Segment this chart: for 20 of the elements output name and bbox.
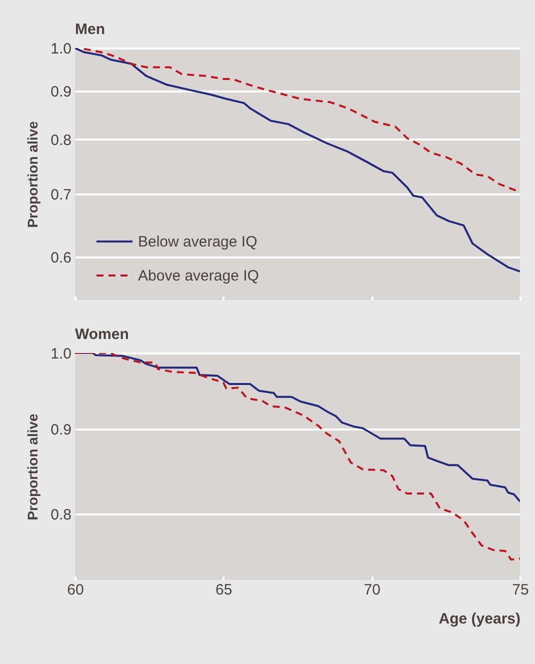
x-tick-label: 65 [215, 582, 232, 598]
x-tick-label: 75 [512, 582, 529, 598]
x-tick-label: 70 [364, 582, 381, 598]
y-tick-label: 1.0 [50, 346, 72, 362]
y-tick-label: 0.7 [50, 186, 72, 204]
chart-title: Men [75, 21, 105, 38]
x-axis-title: Age (years) [438, 610, 521, 628]
y-tick-label: 0.6 [50, 249, 72, 266]
y-tick-label: 0.9 [50, 421, 72, 438]
y-tick-label: 0.9 [50, 84, 72, 101]
chart-title: Women [75, 326, 129, 343]
x-tick-label: 60 [67, 582, 84, 598]
y-axis-title: Proportion alive [24, 121, 41, 228]
y-tick-label: 0.8 [50, 506, 72, 524]
line-series [75, 353, 520, 561]
y-tick-label: 0.8 [50, 132, 72, 149]
legend-label: Above average IQ [138, 268, 259, 284]
y-tick-label: 1.0 [50, 40, 72, 58]
legend-label: Below average IQ [138, 234, 258, 250]
y-axis-title: Proportion alive [24, 414, 41, 520]
